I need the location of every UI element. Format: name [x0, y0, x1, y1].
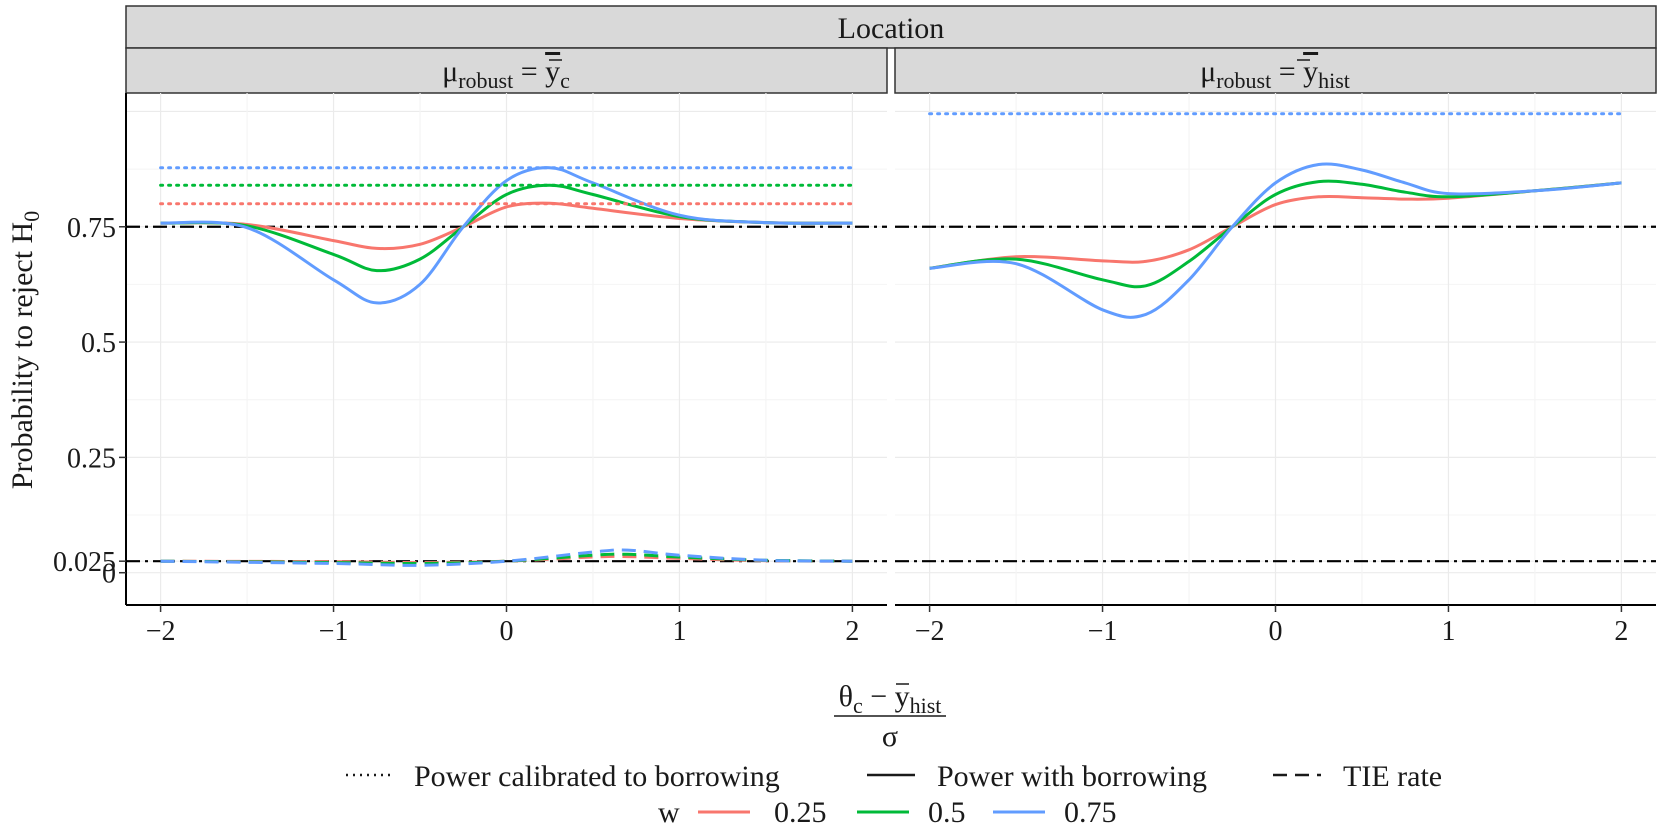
panel-2-strip-label: μrobust = yhist	[1200, 55, 1350, 93]
y-axis: 00.025 0.25 0.5 0.75	[53, 213, 126, 590]
outer-strip	[125, 5, 1657, 49]
x-tick-label: 2	[845, 616, 859, 647]
panel-1-plot: −2 −1 0 1 2	[125, 93, 887, 647]
x-title-theta: θ	[839, 680, 853, 713]
x-tick-label: −2	[146, 616, 176, 647]
x-tick-label: 0	[1269, 616, 1283, 647]
panel-2-strip-mu-sub: robust	[1216, 68, 1271, 93]
series-with-borrowing-w05	[929, 179, 1622, 289]
x-tick-label: 1	[672, 616, 686, 647]
x-title-ybar-sub: hist	[910, 693, 942, 718]
x-axis-title-denominator: σ	[882, 720, 898, 753]
y-axis-title: Probability to reject H0	[6, 211, 44, 489]
legend-label-w05: 0.5	[928, 796, 966, 829]
panel-2-plot: −2 −1 0 1 2	[895, 93, 1656, 647]
x-title-ybar: y	[895, 680, 910, 713]
panel-1-strip-mu: μ	[442, 55, 458, 88]
panel-2-strip-mu: μ	[1200, 55, 1216, 88]
panel-1-strip-rhs: y	[545, 55, 560, 88]
legend-label-with-borrowing: Power with borrowing	[937, 760, 1207, 793]
panel-2-strip	[894, 47, 1657, 94]
y-tick-label: 0.75	[67, 213, 116, 244]
x-tick-label: −1	[319, 616, 349, 647]
outer-strip-label: Location	[838, 12, 945, 45]
legend-label-w075: 0.75	[1064, 796, 1117, 829]
legend: Power calibrated to borrowing Power with…	[346, 760, 1442, 829]
legend-label-w025: 0.25	[774, 796, 827, 829]
y-tick-label: 0.5	[81, 328, 116, 359]
panel-2-strip-rhs: y	[1303, 55, 1318, 88]
series-tie-rate-w075	[160, 548, 853, 567]
series-with-borrowing-w075	[160, 166, 853, 305]
legend-label-calibrated: Power calibrated to borrowing	[414, 760, 780, 793]
panel-1-strip-eq: =	[513, 55, 545, 88]
x-tick-label: 0	[500, 616, 514, 647]
x-tick-label: −2	[915, 616, 945, 647]
x-tick-label: 1	[1441, 616, 1455, 647]
x-title-theta-sub: c	[853, 693, 863, 718]
legend-label-tie: TIE rate	[1343, 760, 1442, 793]
x-axis-title-numerator: θc − yhist	[839, 680, 942, 718]
y-tick-label: 0	[102, 559, 116, 590]
x-tick-label: 2	[1614, 616, 1628, 647]
legend-color-title: w	[658, 796, 680, 829]
panel-2-strip-rhs-sub: hist	[1318, 68, 1350, 93]
panel-1-strip	[125, 47, 888, 94]
y-axis-title-sub: 0	[19, 211, 44, 222]
panel-1-strip-mu-sub: robust	[458, 68, 513, 93]
x-tick-label: −1	[1088, 616, 1118, 647]
y-tick-label: 0.025	[53, 547, 116, 578]
y-axis-title-main: Probability to reject H	[6, 222, 39, 489]
y-tick-label: 0.25	[67, 443, 116, 474]
x-title-minus: −	[863, 680, 895, 713]
panel-1-strip-label: μrobust = yc	[442, 55, 570, 93]
panel-1-strip-rhs-sub: c	[560, 68, 570, 93]
series-with-borrowing-w075	[929, 162, 1622, 319]
